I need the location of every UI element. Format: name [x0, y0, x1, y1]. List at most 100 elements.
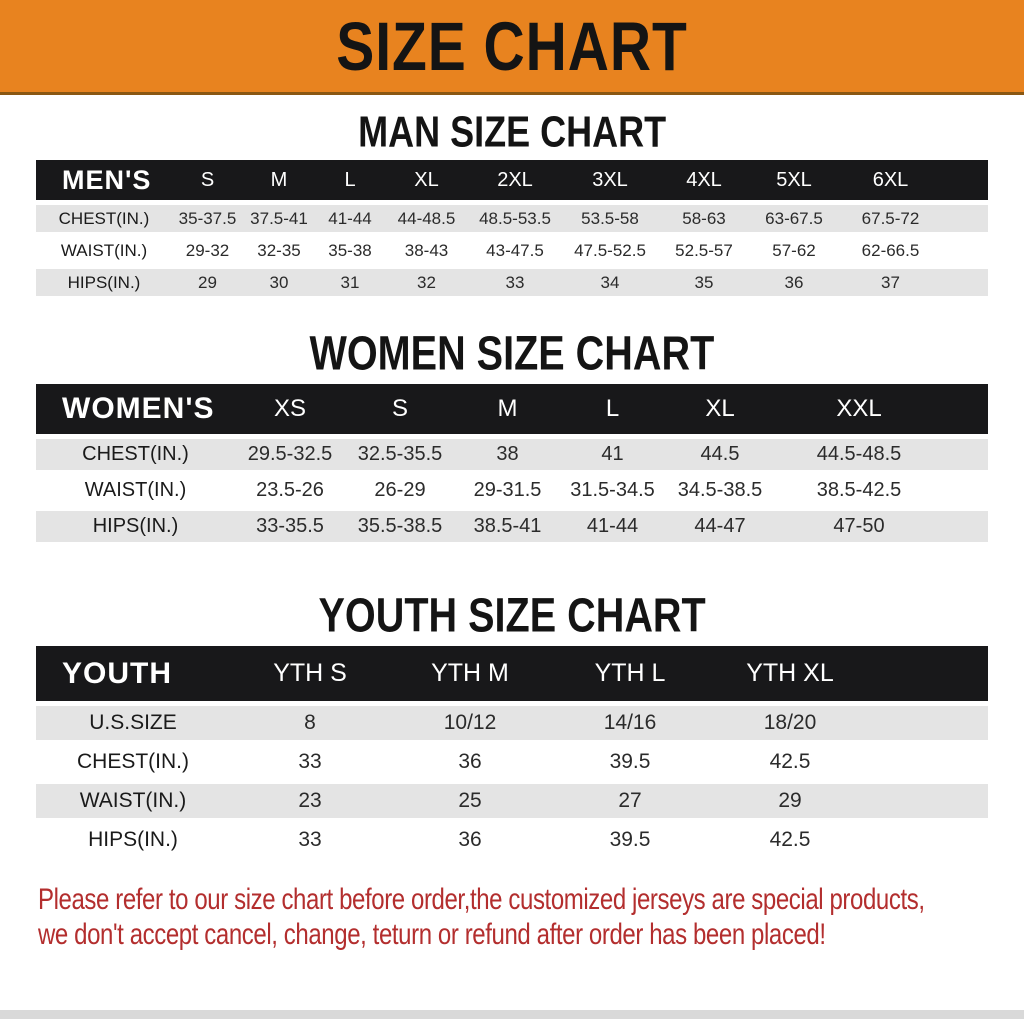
spacer-cell: [943, 439, 988, 470]
spacer-cell: [943, 205, 988, 232]
spacer-cell: [943, 475, 988, 506]
spacer-cell: [943, 269, 988, 296]
data-cell: 42.5: [710, 745, 870, 779]
row-label-cell: WAIST(IN.): [36, 784, 230, 818]
data-cell: 38.5-42.5: [775, 475, 943, 506]
spacer-cell: [870, 646, 988, 701]
size-column-header: S: [345, 384, 455, 434]
size-column-header: YTH L: [550, 646, 710, 701]
data-cell: 23: [230, 784, 390, 818]
table-row: CHEST(IN.) 29.5-32.5 32.5-35.5 38 41 44.…: [36, 439, 988, 470]
data-cell: 39.5: [550, 823, 710, 857]
size-column-header: L: [315, 160, 385, 200]
data-cell: 34: [562, 269, 658, 296]
data-cell: 47.5-52.5: [562, 237, 658, 264]
size-column-header: YTH S: [230, 646, 390, 701]
data-cell: 67.5-72: [838, 205, 943, 232]
data-cell: 30: [243, 269, 315, 296]
size-column-header: XL: [665, 384, 775, 434]
data-cell: 44.5-48.5: [775, 439, 943, 470]
table-row: HIPS(IN.) 33 36 39.5 42.5: [36, 823, 988, 857]
data-cell: 32-35: [243, 237, 315, 264]
women-section-heading: WOMEN SIZE CHART: [0, 326, 1024, 381]
table-row: WAIST(IN.) 29-32 32-35 35-38 38-43 43-47…: [36, 237, 988, 264]
data-cell: 52.5-57: [658, 237, 750, 264]
data-cell: 29: [710, 784, 870, 818]
data-cell: 44-48.5: [385, 205, 468, 232]
data-cell: 23.5-26: [235, 475, 345, 506]
youth-size-table: YOUTH YTH S YTH M YTH L YTH XL U.S.SIZE …: [36, 641, 988, 862]
youth-section-heading: YOUTH SIZE CHART: [0, 588, 1024, 643]
data-cell: 35-37.5: [172, 205, 243, 232]
table-row: CHEST(IN.) 33 36 39.5 42.5: [36, 745, 988, 779]
mens-table-title: MEN'S: [36, 160, 172, 200]
womens-size-table: WOMEN'S XS S M L XL XXL CHEST(IN.) 29.5-…: [36, 379, 988, 547]
data-cell: 38-43: [385, 237, 468, 264]
data-cell: 33-35.5: [235, 511, 345, 542]
data-cell: 43-47.5: [468, 237, 562, 264]
data-cell: 42.5: [710, 823, 870, 857]
data-cell: 44-47: [665, 511, 775, 542]
data-cell: 33: [230, 745, 390, 779]
row-label-cell: WAIST(IN.): [36, 475, 235, 506]
page-title: SIZE CHART: [336, 7, 688, 85]
youth-header-row: YOUTH YTH S YTH M YTH L YTH XL: [36, 646, 988, 701]
data-cell: 38: [455, 439, 560, 470]
table-row: HIPS(IN.) 33-35.5 35.5-38.5 38.5-41 41-4…: [36, 511, 988, 542]
row-label-cell: HIPS(IN.): [36, 823, 230, 857]
women-section: WOMEN SIZE CHART WOMEN'S XS S M L XL XXL: [0, 326, 1024, 547]
row-label-cell: CHEST(IN.): [36, 205, 172, 232]
data-cell: 37.5-41: [243, 205, 315, 232]
data-cell: 8: [230, 706, 390, 740]
youth-section: YOUTH SIZE CHART YOUTH YTH S YTH M YTH L…: [0, 588, 1024, 862]
spacer-cell: [943, 237, 988, 264]
disclaimer: Please refer to our size chart before or…: [38, 882, 1024, 952]
youth-table-title: YOUTH: [36, 646, 230, 701]
data-cell: 26-29: [345, 475, 455, 506]
mens-header-row: MEN'S S M L XL 2XL 3XL 4XL 5XL 6XL: [36, 160, 988, 200]
data-cell: 41-44: [560, 511, 665, 542]
data-cell: 29.5-32.5: [235, 439, 345, 470]
data-cell: 63-67.5: [750, 205, 838, 232]
data-cell: 29-31.5: [455, 475, 560, 506]
spacer-cell: [870, 706, 988, 740]
table-row: WAIST(IN.) 23 25 27 29: [36, 784, 988, 818]
row-label-cell: CHEST(IN.): [36, 745, 230, 779]
data-cell: 33: [468, 269, 562, 296]
size-column-header: XXL: [775, 384, 943, 434]
womens-header-row: WOMEN'S XS S M L XL XXL: [36, 384, 988, 434]
data-cell: 34.5-38.5: [665, 475, 775, 506]
spacer-cell: [870, 745, 988, 779]
men-section: MAN SIZE CHART MEN'S S M L XL 2XL 3XL 4X…: [0, 107, 1024, 301]
data-cell: 31: [315, 269, 385, 296]
data-cell: 36: [390, 745, 550, 779]
data-cell: 44.5: [665, 439, 775, 470]
row-label-cell: HIPS(IN.): [36, 269, 172, 296]
womens-table-title: WOMEN'S: [36, 384, 235, 434]
mens-size-table: MEN'S S M L XL 2XL 3XL 4XL 5XL 6XL CHEST…: [36, 155, 988, 301]
youth-section-heading-text: YOUTH SIZE CHART: [318, 588, 706, 643]
data-cell: 36: [750, 269, 838, 296]
size-column-header: S: [172, 160, 243, 200]
data-cell: 35: [658, 269, 750, 296]
women-section-heading-text: WOMEN SIZE CHART: [309, 326, 715, 381]
size-column-header: L: [560, 384, 665, 434]
data-cell: 14/16: [550, 706, 710, 740]
size-column-header: YTH M: [390, 646, 550, 701]
men-section-heading-text: MAN SIZE CHART: [358, 107, 666, 157]
size-column-header: M: [243, 160, 315, 200]
data-cell: 38.5-41: [455, 511, 560, 542]
size-column-header: 3XL: [562, 160, 658, 200]
table-row: WAIST(IN.) 23.5-26 26-29 29-31.5 31.5-34…: [36, 475, 988, 506]
size-column-header: 4XL: [658, 160, 750, 200]
data-cell: 39.5: [550, 745, 710, 779]
data-cell: 27: [550, 784, 710, 818]
data-cell: 62-66.5: [838, 237, 943, 264]
spacer-cell: [870, 823, 988, 857]
size-column-header: XL: [385, 160, 468, 200]
data-cell: 41: [560, 439, 665, 470]
size-column-header: XS: [235, 384, 345, 434]
table-row: CHEST(IN.) 35-37.5 37.5-41 41-44 44-48.5…: [36, 205, 988, 232]
size-column-header: YTH XL: [710, 646, 870, 701]
